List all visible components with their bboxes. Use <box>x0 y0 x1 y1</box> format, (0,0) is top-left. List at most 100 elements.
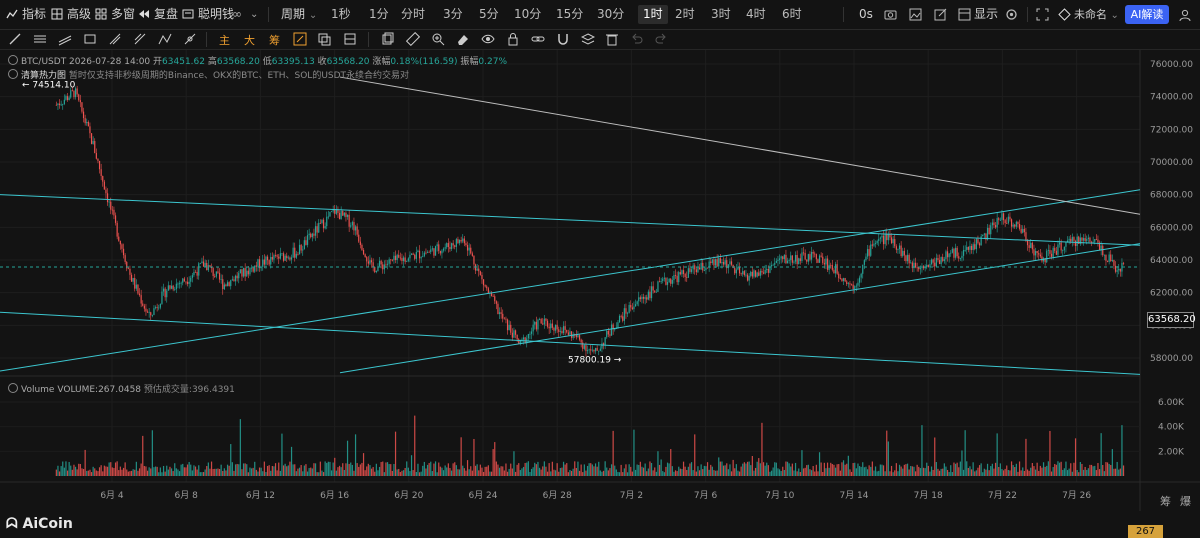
chips-tool[interactable]: 筹 <box>269 34 280 47</box>
volume-bar <box>140 463 142 476</box>
candle-body <box>343 212 345 216</box>
volume-bar <box>726 463 728 476</box>
timeframe-tab[interactable]: 3分 <box>443 7 463 21</box>
timeframe-tab[interactable]: 30分 <box>597 7 625 21</box>
volume-bar <box>84 449 86 476</box>
timeframe-tab[interactable]: 1秒 <box>331 7 351 21</box>
link-icon[interactable] <box>531 32 545 46</box>
timeframe-tab[interactable]: 3时 <box>711 7 731 21</box>
volume-bar <box>500 466 502 476</box>
settings-dot-icon[interactable] <box>8 69 18 79</box>
timeframe-tab[interactable]: 4时 <box>746 7 766 21</box>
volume-bar <box>284 463 286 476</box>
volume-bar <box>617 471 619 476</box>
candle-body <box>220 279 222 280</box>
volume-bar <box>862 462 864 476</box>
indicators-button[interactable]: 指标 <box>6 6 46 23</box>
user-icon[interactable] <box>1178 8 1192 22</box>
timeframe-tab[interactable]: 1分 <box>369 7 389 21</box>
volume-bar <box>1042 462 1045 476</box>
display-button[interactable]: 显示 <box>974 7 999 21</box>
magnet-snap-icon[interactable] <box>556 32 570 46</box>
timeframe-tab[interactable]: 15分 <box>556 7 584 21</box>
layout-name[interactable]: 未命名 ⌄ <box>1074 6 1119 23</box>
main-force-tool[interactable]: 主 <box>219 34 230 47</box>
fullscreen-icon[interactable] <box>1036 8 1049 21</box>
display-icon[interactable] <box>958 8 971 21</box>
timeframe-tab[interactable]: 分时 <box>401 7 426 21</box>
timeframe-tab[interactable]: 2时 <box>675 7 695 21</box>
volume-bar <box>1113 468 1115 476</box>
volume-bar <box>426 464 429 476</box>
timeframe-tab[interactable]: 5分 <box>479 7 499 21</box>
candle-body <box>209 265 211 267</box>
volume-bar <box>142 435 144 476</box>
period-dropdown[interactable]: 周期 ⌄ <box>281 6 317 23</box>
ai-read-button[interactable]: AI解读 <box>1125 5 1169 24</box>
pitchfork-tool-icon[interactable] <box>108 32 122 46</box>
volume-bar <box>479 464 481 476</box>
settings-dot-icon[interactable] <box>8 383 18 393</box>
candle-body <box>580 339 582 343</box>
volume-bar <box>138 468 141 476</box>
ruler-icon[interactable] <box>406 32 420 46</box>
layout-icon[interactable] <box>1058 8 1071 21</box>
liquidation-toggle[interactable]: 爆 <box>1180 495 1191 508</box>
chips-toggle[interactable]: 筹 <box>1160 495 1171 508</box>
volume-bar <box>945 466 947 476</box>
price-chart[interactable]: 76000.00 74000.00 72000.00 70000.00 68000.00… <box>0 50 1200 511</box>
candle-body <box>950 252 952 254</box>
gear-icon[interactable] <box>1005 8 1018 21</box>
magnet-tool-icon[interactable] <box>343 32 357 46</box>
timeframe-tab[interactable]: 6时 <box>782 7 802 21</box>
chevron-down-icon[interactable]: ⌄ <box>250 9 259 20</box>
rectangle-tool-icon[interactable] <box>83 32 97 46</box>
undo-icon[interactable] <box>630 32 644 46</box>
volume-bar <box>612 430 614 476</box>
candle-body <box>649 291 651 299</box>
lock-icon[interactable] <box>506 32 520 46</box>
chart-area[interactable]: 76000.00 74000.00 72000.00 70000.00 68000.00… <box>0 50 1200 538</box>
volume-bar <box>110 462 112 476</box>
volume-bar <box>1001 469 1003 476</box>
refresh-interval[interactable]: 0s <box>859 7 873 21</box>
edit-icon[interactable] <box>934 8 947 21</box>
pattern-tool-icon[interactable] <box>158 32 172 46</box>
timeframe-tab[interactable]: 1时 <box>638 5 668 24</box>
camera-icon[interactable] <box>884 8 897 21</box>
channel-tool-icon[interactable] <box>58 32 72 46</box>
eye-icon[interactable] <box>481 32 495 46</box>
candle-body <box>766 268 768 270</box>
layers-icon[interactable] <box>581 32 595 46</box>
brush-tool-icon[interactable] <box>293 32 307 46</box>
zoom-in-icon[interactable] <box>431 32 445 46</box>
candle-body <box>1105 254 1107 261</box>
settings-dot-icon[interactable] <box>8 55 18 65</box>
large-order-tool[interactable]: 大 <box>244 34 255 47</box>
clipboard-icon[interactable] <box>381 32 395 46</box>
eraser-icon[interactable] <box>456 32 470 46</box>
multi-window-button[interactable]: 多窗 <box>95 6 135 23</box>
trendline-tool-icon[interactable] <box>8 32 22 46</box>
candle-body <box>134 278 136 289</box>
volume-bar <box>1015 463 1017 476</box>
measure-tool-icon[interactable] <box>183 32 197 46</box>
trash-icon[interactable] <box>605 32 619 46</box>
candle-body <box>268 260 270 265</box>
candle-body <box>631 307 633 310</box>
smart-money-button[interactable]: 聪明钱 <box>182 6 234 23</box>
timeframe-tab[interactable]: 10分 <box>514 7 542 21</box>
infinity-icon[interactable]: ∞ <box>232 7 242 21</box>
copy-tool-icon[interactable] <box>317 32 331 46</box>
image-icon[interactable] <box>909 8 922 21</box>
advanced-button[interactable]: 高级 <box>51 6 91 23</box>
candle-body <box>286 255 288 259</box>
replay-button[interactable]: 复盘 <box>138 6 178 23</box>
fibonacci-tool-icon[interactable] <box>133 32 147 46</box>
redo-icon[interactable] <box>654 32 668 46</box>
volume-bar <box>513 451 515 476</box>
volume-bar <box>71 469 73 476</box>
horizontal-lines-tool-icon[interactable] <box>33 32 47 46</box>
volume-bar <box>76 469 78 476</box>
candle-body <box>892 239 894 244</box>
